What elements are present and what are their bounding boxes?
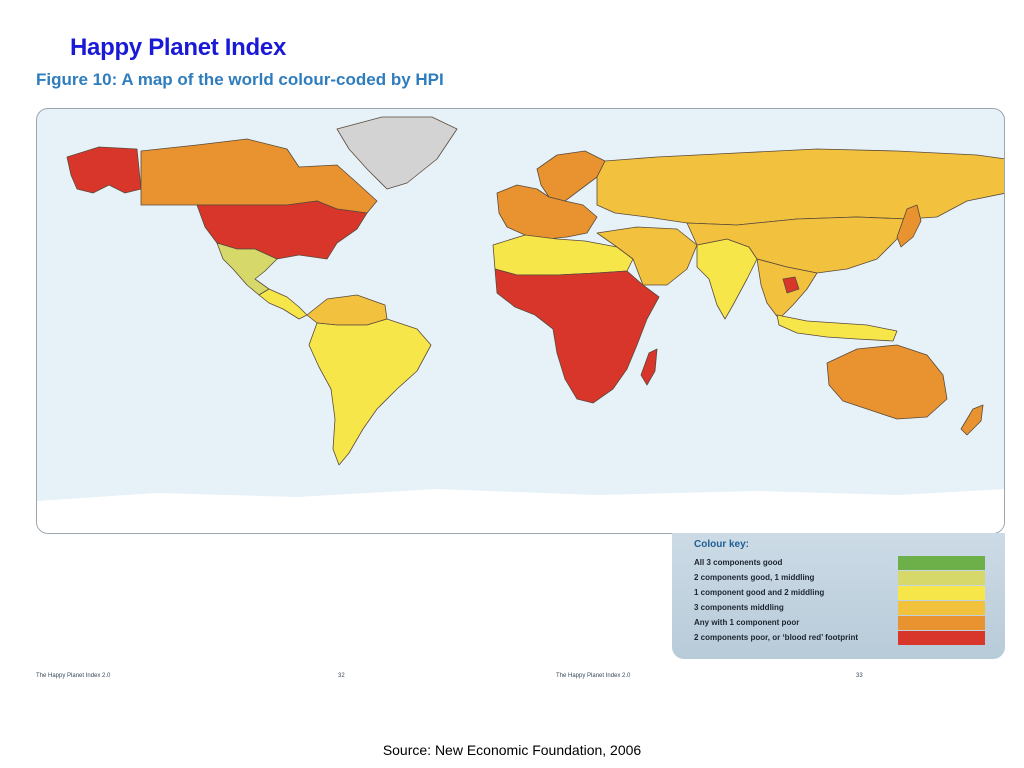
legend-label: 3 components middling [694,603,784,612]
legend-row-one-poor: Any with 1 component poor [694,615,985,630]
map-region-china [686,216,908,274]
map-region-australia [826,344,948,420]
legend-label: Any with 1 component poor [694,618,800,627]
legend-swatch [898,570,985,585]
legend-label: 1 component good and 2 middling [694,588,825,597]
map-region-alaska [66,146,142,194]
map-region-indonesia [776,314,898,342]
world-map-svg [37,116,1004,533]
legend-row-blood-red: 2 components poor, or ‘blood red’ footpr… [694,630,985,645]
map-region-mexico [216,242,278,296]
legend-swatch [898,585,985,600]
map-region-antarctica [37,489,1004,533]
map-region-scandinavia [536,150,606,202]
source-caption: Source: New Economic Foundation, 2006 [382,742,642,758]
legend-swatch [898,630,985,645]
footer-right-text: The Happy Planet Index 2.0 [556,673,631,679]
footer-right-page: 33 [856,673,863,679]
legend-title: Colour key: [694,539,750,550]
map-region-madagascar [640,348,658,386]
map-region-cambodia [782,276,800,294]
legend-row-all-good: All 3 components good [694,555,985,570]
legend-swatch [898,600,985,615]
legend-label: 2 components good, 1 middling [694,573,815,582]
colour-key-legend: Colour key: All 3 components good 2 compo… [672,533,1005,659]
map-region-south-america [308,318,432,466]
legend-row-three-middling: 3 components middling [694,600,985,615]
figure-title: Figure 10: A map of the world colour-cod… [36,70,444,89]
legend-row-two-good: 2 components good, 1 middling [694,570,985,585]
map-region-central-america [258,288,308,320]
map-region-sub-saharan-africa [494,268,660,404]
legend-swatch [898,615,985,630]
map-region-russia [596,148,1004,226]
map-region-western-europe [496,184,598,240]
map-region-northern-south-america [306,294,388,326]
legend-swatch [898,555,985,570]
map-region-canada [140,138,378,214]
world-map [36,108,1005,534]
legend-row-one-good: 1 component good and 2 middling [694,585,985,600]
map-region-greenland [336,116,458,190]
map-region-india [696,238,758,320]
map-region-middle-east [596,226,698,286]
legend-label: 2 components poor, or ‘blood red’ footpr… [694,633,858,642]
legend-label: All 3 components good [694,558,783,567]
footer-left-page: 32 [338,673,345,679]
map-region-japan [896,204,922,248]
map-region-new-zealand [960,404,984,436]
slide-title: Happy Planet Index [70,34,286,61]
footer-left-text: The Happy Planet Index 2.0 [36,673,111,679]
